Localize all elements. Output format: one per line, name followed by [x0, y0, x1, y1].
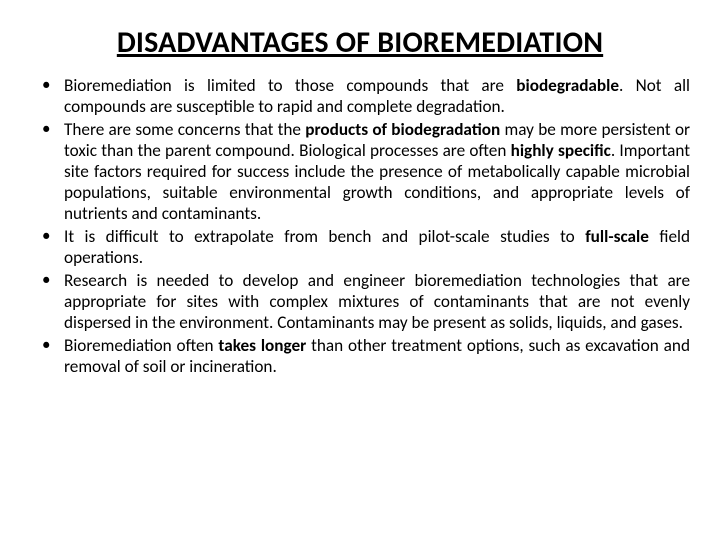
text-run: It is difficult to extrapolate from benc…	[64, 226, 585, 247]
text-run: highly specific	[511, 140, 611, 161]
text-run: There are some concerns that the	[64, 119, 305, 140]
bullet-item: Bioremediation often takes longer than o…	[30, 335, 690, 377]
text-run: Bioremediation is limited to those compo…	[64, 75, 516, 96]
bullet-item: Research is needed to develop and engine…	[30, 270, 690, 333]
text-run: products of biodegradation	[305, 119, 500, 140]
text-run: biodegradable	[516, 75, 619, 96]
bullet-item: Bioremediation is limited to those compo…	[30, 75, 690, 117]
bullet-list: Bioremediation is limited to those compo…	[30, 75, 690, 377]
bullet-item: It is difficult to extrapolate from benc…	[30, 226, 690, 268]
slide-title: DISADVANTAGES OF BIOREMEDIATION	[30, 24, 690, 61]
text-run: Research is needed to develop and engine…	[64, 270, 690, 333]
text-run: Bioremediation often	[64, 335, 218, 356]
text-run: full-scale	[585, 226, 649, 247]
text-run: takes longer	[218, 335, 306, 356]
bullet-item: There are some concerns that the product…	[30, 119, 690, 224]
